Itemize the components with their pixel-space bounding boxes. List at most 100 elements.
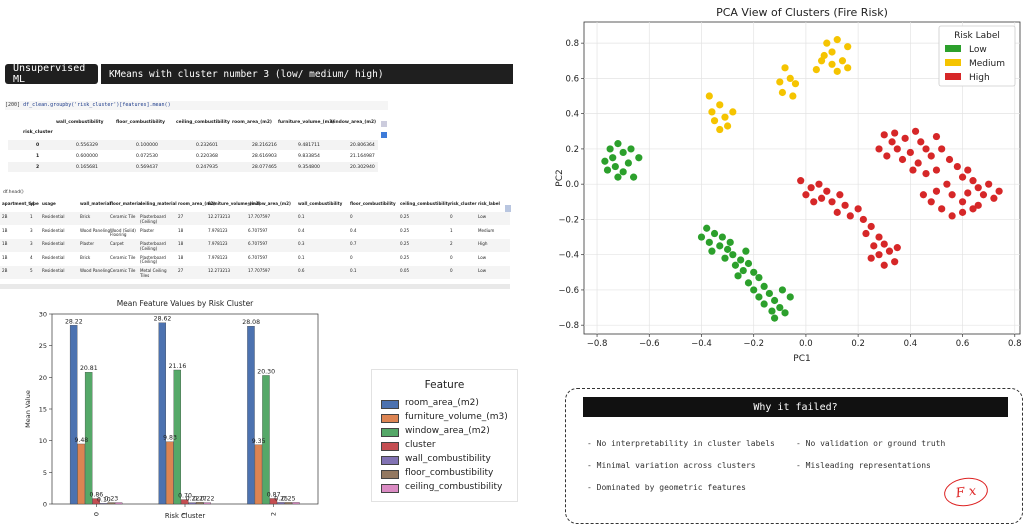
column-header: floor_combustibility: [116, 120, 165, 125]
table-cell: Plasterboard (Ceiling): [140, 241, 166, 251]
column-header: ceiling_combustibility: [176, 120, 230, 125]
scatter-point: [927, 152, 935, 160]
scatter-point: [838, 57, 847, 65]
scatter-point: [630, 173, 638, 181]
scatter-point: [627, 145, 635, 153]
table-cell: 7.978123: [208, 254, 228, 260]
scatter-point: [619, 168, 627, 176]
scatter-point: [898, 155, 907, 164]
bar: [173, 369, 181, 505]
table-cell: 0.6: [298, 268, 305, 273]
code-text[interactable]: df_clean.groupby('risk_cluster')[feature…: [23, 102, 171, 108]
legend-swatch: [945, 59, 961, 66]
y-axis-label: Mean Value: [24, 390, 32, 428]
scatter-point: [885, 247, 894, 255]
scatter-point: [716, 242, 724, 250]
y-tick-label: −0.6: [558, 286, 579, 296]
x-tick-label: 1: [181, 512, 189, 516]
head-table: apartment_type id usage wall_material floor_…: [0, 199, 510, 279]
scatter-point: [932, 187, 941, 195]
table-cell: Medium: [478, 227, 495, 233]
bar-data-label: 0.22: [201, 496, 215, 503]
scatter-point: [833, 67, 841, 75]
scatter-point: [744, 279, 753, 287]
bar-data-label: 0.25: [274, 495, 288, 502]
scatter-point: [726, 238, 734, 246]
scatter-point: [828, 198, 836, 206]
table-cell: 17.707597: [248, 214, 271, 219]
scatter-point: [776, 303, 784, 312]
scatter-point: [943, 180, 951, 188]
y-tick-label: 0.0: [565, 180, 579, 190]
column-header: wall_combustibility: [56, 120, 104, 125]
table-cell: 0.3: [298, 241, 305, 246]
horizontal-scrollbar[interactable]: [0, 284, 510, 289]
scatter-point: [862, 229, 870, 238]
table-scroll-icon[interactable]: [505, 205, 511, 212]
legend-item: High: [969, 73, 990, 83]
bar-data-label: 9.83: [163, 435, 177, 442]
table-cell: 9.354800: [298, 165, 320, 170]
scatter-point: [922, 145, 930, 153]
scatter-point: [823, 187, 831, 195]
table-cell: 3: [30, 227, 33, 233]
legend-item: furniture_volume_(m3): [405, 412, 508, 422]
scatter-chart: PCA View of Clusters (Fire Risk) −0.8 −0.6…: [555, 6, 1022, 364]
cell-toolbar-icon[interactable]: [381, 132, 387, 138]
table-cell: Low: [478, 268, 487, 273]
x-tick-label: −0.4: [691, 339, 712, 349]
index-name: risk_cluster: [23, 130, 53, 135]
table-cell: 9.833854: [298, 154, 320, 159]
column-header: usage: [42, 201, 56, 206]
y-tick-label: 0.2: [565, 145, 579, 155]
scatter-point: [611, 162, 619, 171]
bar: [99, 503, 108, 505]
scatter-point: [750, 268, 758, 276]
table-cell: 17.707597: [248, 268, 271, 273]
column-header: furniture_volume_(m3): [278, 120, 335, 125]
bar: [254, 444, 263, 505]
bar: [284, 502, 293, 505]
y-tick-label: 10: [39, 437, 47, 445]
table-row: [0, 212, 510, 225]
scatter-point: [708, 108, 716, 116]
table-cell: Brick: [80, 254, 91, 260]
scatter-point: [932, 132, 941, 141]
table-cell: Residential: [42, 241, 65, 246]
scatter-point: [778, 88, 787, 97]
table-cell: 0.569437: [136, 165, 158, 170]
scatter-point: [731, 261, 740, 269]
scatter-point: [815, 180, 823, 188]
column-header: window_area_(m2): [248, 201, 291, 206]
scatter-point: [828, 48, 836, 56]
table-cell: 28.616903: [252, 154, 277, 159]
scatter-point: [708, 247, 716, 255]
table-cell: 5: [30, 268, 33, 273]
bar-data-label: 0.23: [104, 496, 118, 503]
scatter-point: [906, 148, 914, 157]
table-cell: Low: [478, 254, 487, 260]
cell-toolbar-icon[interactable]: [381, 121, 387, 127]
table-cell: Metal Ceiling Tiles: [140, 268, 167, 278]
legend-title: Risk Label: [954, 31, 1000, 41]
point-misleading: - Misleading representations: [796, 461, 931, 470]
bar: [203, 502, 211, 505]
scatter-point: [958, 173, 967, 181]
scatter-point: [606, 145, 614, 153]
why-failed-title: Why it failed?: [583, 397, 1008, 417]
scatter-point: [891, 258, 899, 266]
table-cell: 18: [178, 241, 184, 246]
bar-data-label: 28.62: [154, 316, 172, 323]
scatter-point: [969, 177, 977, 185]
y-tick-label: −0.8: [558, 321, 579, 331]
column-header: room_area_(m2): [178, 201, 216, 206]
x-axis-label: Risk Cluster: [165, 512, 206, 520]
table-cell: 0: [450, 214, 453, 219]
bar: [247, 326, 255, 505]
bar-data-label: 0.10: [97, 496, 111, 503]
scatter-point: [883, 152, 891, 160]
scatter-point: [958, 208, 967, 216]
bar-data-label: 0.86: [89, 492, 103, 499]
table-cell: 0.25: [400, 214, 410, 219]
scatter-point: [932, 166, 941, 174]
